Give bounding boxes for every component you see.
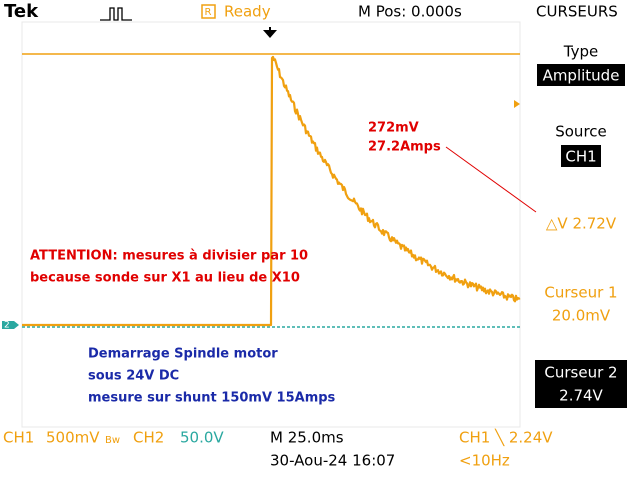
brand: Tek [4, 1, 39, 22]
annotation-current: 27.2Amps [368, 140, 441, 155]
source-value[interactable]: CH1 [565, 148, 596, 166]
source-value-box[interactable] [561, 145, 601, 167]
run-icon-letter: R [205, 7, 212, 18]
cursor-2-box[interactable] [535, 360, 627, 408]
ch2-ground-marker [2, 321, 19, 329]
timebase: M 25.0ms [270, 429, 344, 447]
acquisition-icon [100, 7, 132, 21]
cursor-2-label[interactable]: Curseur 2 [544, 364, 617, 382]
cursor-1-value[interactable]: 20.0mV [552, 307, 611, 325]
annotation-warning-1: ATTENTION: mesures à divisier par 10 [30, 249, 308, 264]
annotation-warning-2: because sonde sur X1 au lieu de X10 [30, 271, 300, 286]
ch2-label: CH2 [133, 429, 164, 447]
trigger-position-marker [263, 27, 277, 38]
annotation-voltage: 272mV [368, 121, 419, 136]
cursor-2-value[interactable]: 2.74V [559, 387, 603, 405]
annotation-note-2: sous 24V DC [88, 369, 179, 384]
annotation-note-1: Demarrage Spindle motor [88, 347, 278, 362]
annotation-note-3: mesure sur shunt 150mV 15Amps [88, 391, 336, 406]
type-value[interactable]: Amplitude [543, 67, 620, 85]
ch2-scale: 50.0V [180, 429, 224, 447]
trigger-level-marker [514, 100, 520, 108]
annotation-pointer [445, 146, 537, 213]
type-label: Type [563, 43, 598, 61]
menu-title: CURSEURS [536, 3, 618, 21]
ch2-marker-label: 2 [4, 321, 10, 331]
run-icon [201, 4, 216, 19]
ch1-scale: 500mV [46, 429, 100, 447]
date-time: 30-Aou-24 16:07 [270, 452, 395, 470]
type-value-box[interactable] [537, 64, 625, 86]
graticule-frame [21, 21, 521, 428]
cursor-1-label[interactable]: Curseur 1 [544, 284, 617, 302]
ch1-label: CH1 [3, 429, 34, 447]
frequency: <10Hz [459, 452, 510, 470]
ch1-bandwidth: Bw [105, 435, 120, 446]
position: M Pos: 0.000s [358, 3, 462, 21]
ch1-waveform [22, 55, 521, 327]
status: Ready [224, 3, 271, 21]
trigger-setting: CH1 ╲ 2.24V [459, 429, 553, 447]
delta-readout: △V 2.72V [546, 215, 617, 233]
source-label: Source [555, 123, 607, 141]
